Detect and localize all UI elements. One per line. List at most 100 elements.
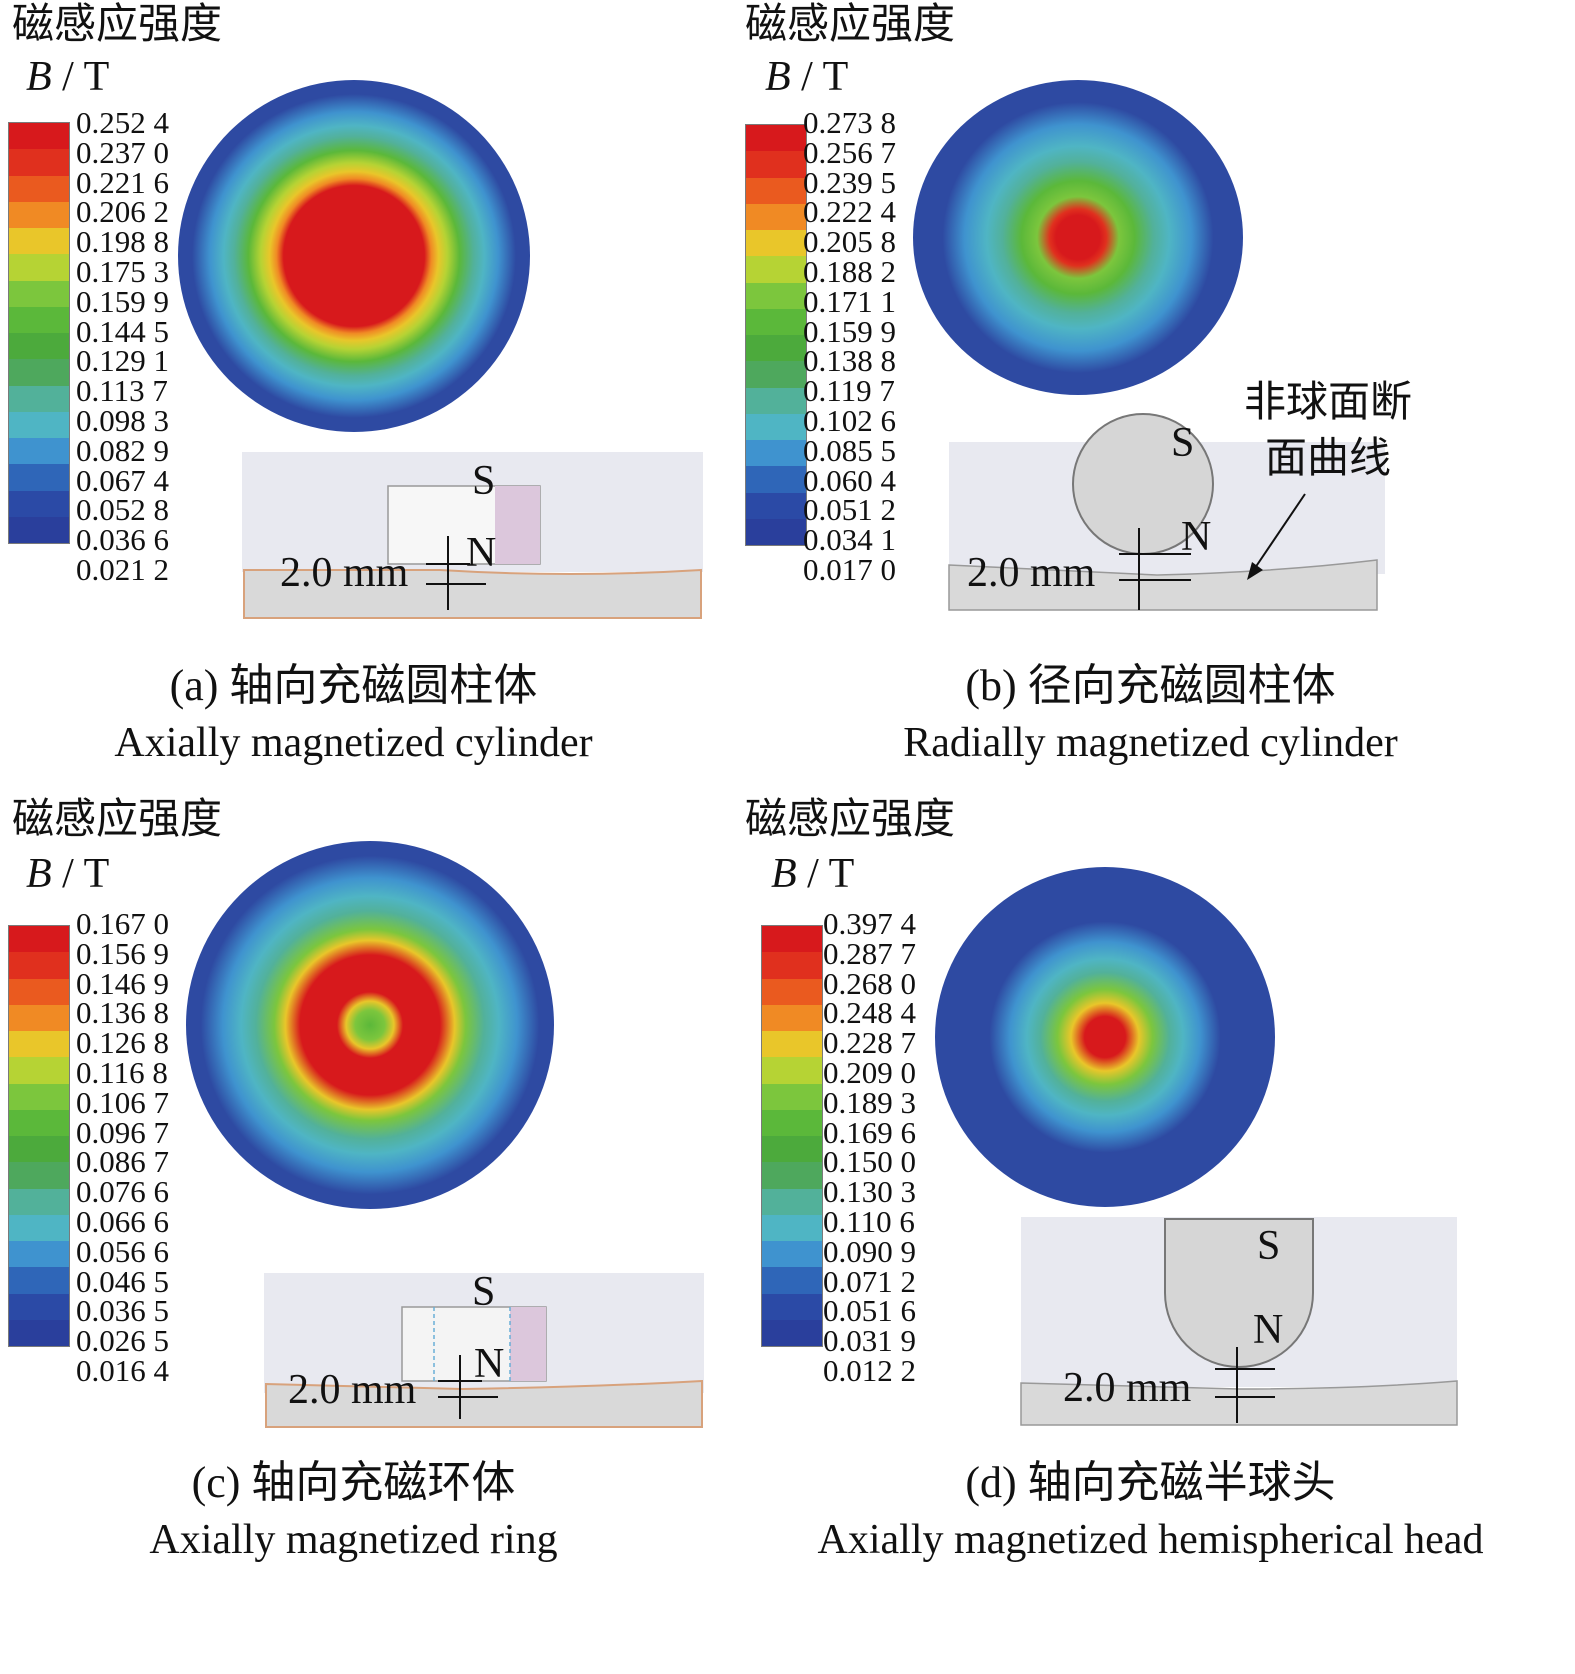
color-swatch [9,201,69,228]
tick-label: 0.046 5 [76,1263,169,1299]
color-swatch [9,1004,69,1031]
legend-title: 磁感应强度 [745,797,956,843]
color-swatch [9,1319,69,1346]
tick-label: 0.150 0 [823,1144,916,1180]
legend-unit: B / T [771,853,854,895]
color-swatch [9,228,69,255]
tick-label: 0.209 0 [823,1054,916,1090]
color-swatch [762,1109,822,1136]
color-scale [8,925,70,1347]
color-swatch [746,308,806,335]
tick-label: 0.189 3 [823,1084,916,1120]
annotation-line-2: 面曲线 [1264,436,1391,482]
color-swatch [746,387,806,414]
tick-label: 0.169 6 [823,1114,916,1150]
color-swatch [762,952,822,979]
color-swatch [9,438,69,465]
legend-title: 磁感应强度 [745,2,956,48]
tick-label: 0.051 6 [823,1293,916,1329]
tick-label: 0.085 5 [803,432,896,468]
color-scale [745,124,807,546]
tick-label: 0.098 3 [76,402,169,438]
color-swatch [9,359,69,386]
unit-symbol: B [765,54,791,100]
tick-label: 0.113 7 [76,373,168,409]
magnet-diagram [242,452,703,619]
tick-label: 0.144 5 [76,313,169,349]
color-swatch [9,1241,69,1268]
color-swatch [9,385,69,412]
tick-labels: 0.167 0 0.156 9 0.146 9 0.136 8 0.126 8 0.116… [76,906,169,1386]
magnet-diagram [948,413,1385,611]
caption-zh: (b) 径向充磁圆柱体 [965,661,1336,710]
tick-label: 0.119 7 [803,373,895,409]
color-swatch [746,466,806,493]
aspheric-curve-annotation: 非球面断 面曲线 [1233,378,1423,484]
caption-zh: (c) 轴向充磁环体 [191,1458,516,1507]
workpiece-surface [265,1379,703,1428]
color-swatch [746,125,806,152]
pole-n-label: N [1253,1307,1284,1353]
tick-label: 0.026 5 [76,1323,169,1359]
tick-labels: 0.252 4 0.237 0 0.221 6 0.206 2 0.198 8 0.175… [76,105,169,585]
magnet-diagram [1020,1217,1458,1426]
color-swatch [9,306,69,333]
tick-label: 0.268 0 [823,965,916,1001]
color-swatch [9,1136,69,1163]
annotation-arrowhead [1247,562,1263,580]
tick-label: 0.252 4 [76,105,169,140]
tick-label: 0.222 4 [803,194,896,230]
tick-label: 0.256 7 [803,134,896,170]
tick-label: 0.017 0 [803,551,896,587]
tick-label: 0.110 6 [823,1203,915,1239]
color-swatch [9,1031,69,1058]
tick-labels: 0.397 4 0.287 7 0.268 0 0.248 4 0.228 7 0.209… [823,908,916,1386]
caption-en: Axially magnetized ring [149,1517,558,1563]
tick-label: 0.056 6 [76,1233,169,1269]
unit-rest: / T [790,54,849,100]
pole-n-label: N [474,1341,505,1387]
tick-label: 0.205 8 [803,224,896,260]
color-swatch [762,1293,822,1320]
field-map-disc [913,80,1243,395]
color-swatch [762,1188,822,1215]
color-swatch [9,490,69,517]
color-swatch [9,280,69,307]
color-swatch [762,1031,822,1058]
pole-n-label: N [466,530,497,576]
tick-label: 0.052 8 [76,492,169,528]
color-swatch [746,256,806,283]
panel-b: 磁感应强度 B / T 0.273 8 0.256 7 0.239 5 0.222 4… [745,0,1574,837]
color-swatch [9,1293,69,1320]
color-swatch [746,203,806,230]
color-swatch [762,1083,822,1110]
tick-label: 0.034 1 [803,522,896,558]
color-swatch [762,1319,822,1346]
gap-label: 2.0 mm [967,550,1096,596]
tick-label: 0.071 2 [823,1263,916,1299]
legend-unit: B / T [765,56,848,98]
tick-label: 0.116 8 [76,1054,168,1090]
caption-zh: (d) 轴向充磁半球头 [965,1458,1336,1507]
field-map-disc [186,841,554,1209]
color-swatch [762,1241,822,1268]
color-swatch [746,151,806,178]
color-swatch [746,413,806,440]
tick-label: 0.206 2 [76,194,169,230]
tick-labels: 0.273 8 0.256 7 0.239 5 0.222 4 0.205 8 0.188… [803,105,896,587]
color-swatch [746,177,806,204]
field-map-disc [178,80,530,432]
color-swatch [746,230,806,257]
caption-en: Radially magnetized cylinder [903,720,1398,766]
tick-label: 0.228 7 [823,1025,916,1061]
color-swatch [9,926,69,953]
color-swatch [9,254,69,281]
color-scale [8,122,70,544]
pole-s-label: S [1171,420,1195,466]
tick-label: 0.051 2 [803,492,896,528]
tick-label: 0.273 8 [803,105,896,140]
color-scale [761,925,823,1347]
tick-label: 0.167 0 [76,906,169,941]
panel-d: 磁感应强度 B / T 0.397 4 0.287 7 0.268 0 0.248 4… [745,799,1574,1674]
tick-label: 0.060 4 [803,462,896,498]
